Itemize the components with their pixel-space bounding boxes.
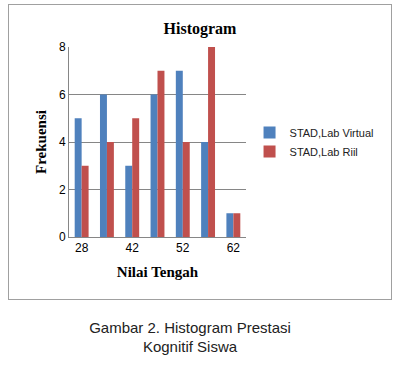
svg-text:8: 8 — [59, 40, 66, 54]
svg-text:Frekuensi: Frekuensi — [33, 110, 49, 174]
svg-text:Histogram: Histogram — [164, 20, 238, 38]
svg-text:4: 4 — [59, 135, 66, 149]
svg-text:STAD,Lab Riil: STAD,Lab Riil — [290, 146, 358, 158]
svg-text:52: 52 — [176, 241, 190, 255]
html-text:Gambar 2. Histogram Prestasi K: Gambar 2. Histogram Prestasi Kognitif Si… — [89, 319, 291, 355]
svg-text:42: 42 — [126, 241, 140, 255]
svg-text:28: 28 — [75, 241, 89, 255]
svg-text:Nilai Tengah: Nilai Tengah — [117, 264, 199, 280]
svg-text:6: 6 — [59, 88, 66, 102]
svg-text:2: 2 — [59, 183, 66, 197]
svg-text:0: 0 — [59, 230, 66, 244]
svg-text:62: 62 — [227, 241, 241, 255]
svg-text:STAD,Lab Virtual: STAD,Lab Virtual — [290, 127, 374, 139]
